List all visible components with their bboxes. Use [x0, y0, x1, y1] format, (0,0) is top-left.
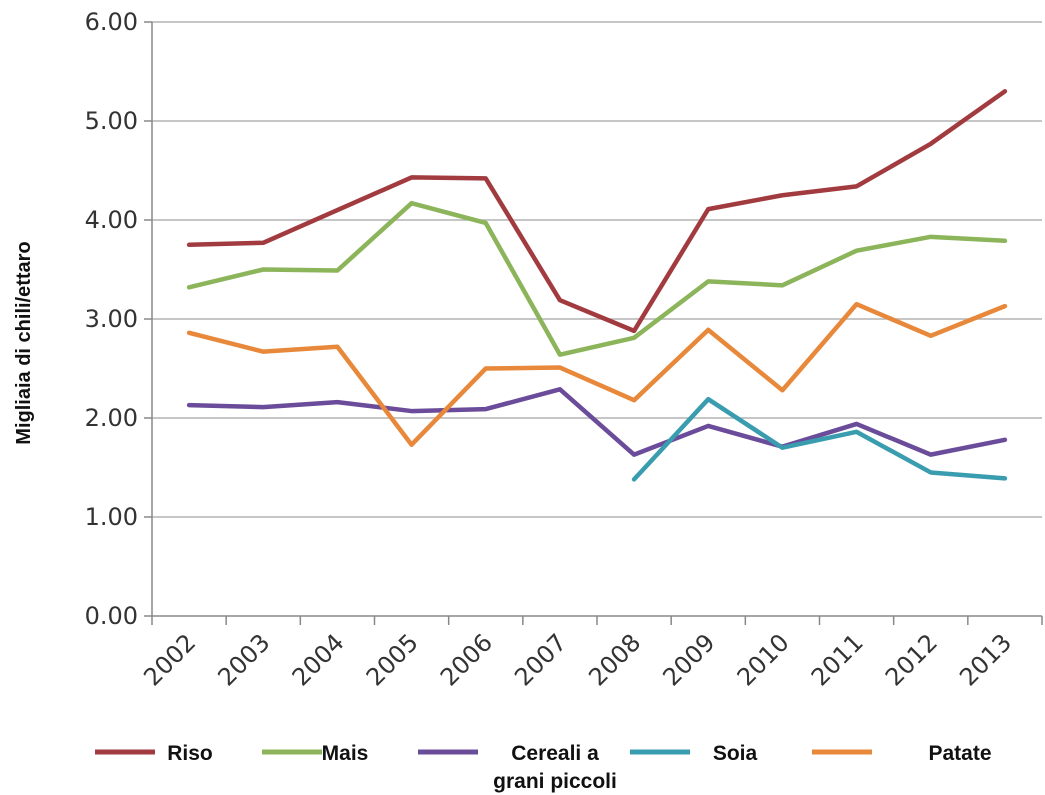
- x-tick-label: 2007: [509, 628, 572, 691]
- legend-label-patate: Patate: [928, 742, 991, 765]
- x-tick-label: 2005: [361, 628, 424, 691]
- y-tick-label: 4.00: [85, 206, 138, 234]
- y-tick-label: 6.00: [85, 8, 138, 36]
- y-tick-label: 5.00: [85, 107, 138, 135]
- y-tick-label: 2.00: [85, 404, 138, 432]
- series-line-cereali-a-grani-piccoli: [186, 387, 1008, 457]
- legend-label-cereali-a-grani-piccoli: grani piccoli: [493, 770, 617, 793]
- x-tick-label: 2002: [138, 628, 201, 691]
- x-tick-label: 2008: [583, 628, 646, 691]
- axes: [144, 21, 1043, 625]
- y-tick-label: 1.00: [85, 503, 138, 531]
- gridlines: [152, 21, 1042, 518]
- x-tick-label: 2006: [435, 628, 498, 691]
- legend: Riso Mais Cereali a grani piccoli Soia Patate: [95, 742, 992, 793]
- x-tick-labels: 2002 2003 2004 2005 2006 2007 2008 2009 2010 2011…: [138, 628, 1017, 691]
- legend-label-riso: Riso: [167, 742, 213, 765]
- y-tick-labels: 0.00 1.00 2.00 3.00 4.00 5.00 6.00: [85, 8, 138, 630]
- x-tick-label: 2012: [880, 628, 943, 691]
- series-line-soia: [631, 396, 1008, 482]
- series-line-riso: [186, 89, 1008, 334]
- legend-label-cereali-a-grani-piccoli: Cereali a: [511, 742, 599, 765]
- x-tick-label: 2009: [658, 628, 721, 691]
- x-tick-label: 2010: [732, 628, 795, 691]
- y-tick-label: 3.00: [85, 305, 138, 333]
- y-tick-label: 0.00: [85, 602, 138, 630]
- x-tick-label: 2004: [287, 628, 350, 691]
- legend-label-soia: Soia: [713, 742, 758, 765]
- x-tick-label: 2011: [806, 628, 869, 691]
- legend-label-mais: Mais: [322, 742, 369, 765]
- x-tick-label: 2003: [213, 628, 276, 691]
- y-axis-label: Migliaia di chili/ettaro: [13, 241, 35, 444]
- series-lines: [186, 89, 1008, 482]
- series-line-patate: [186, 301, 1008, 447]
- x-tick-label: 2013: [954, 628, 1017, 691]
- series-line-mais: [186, 200, 1008, 357]
